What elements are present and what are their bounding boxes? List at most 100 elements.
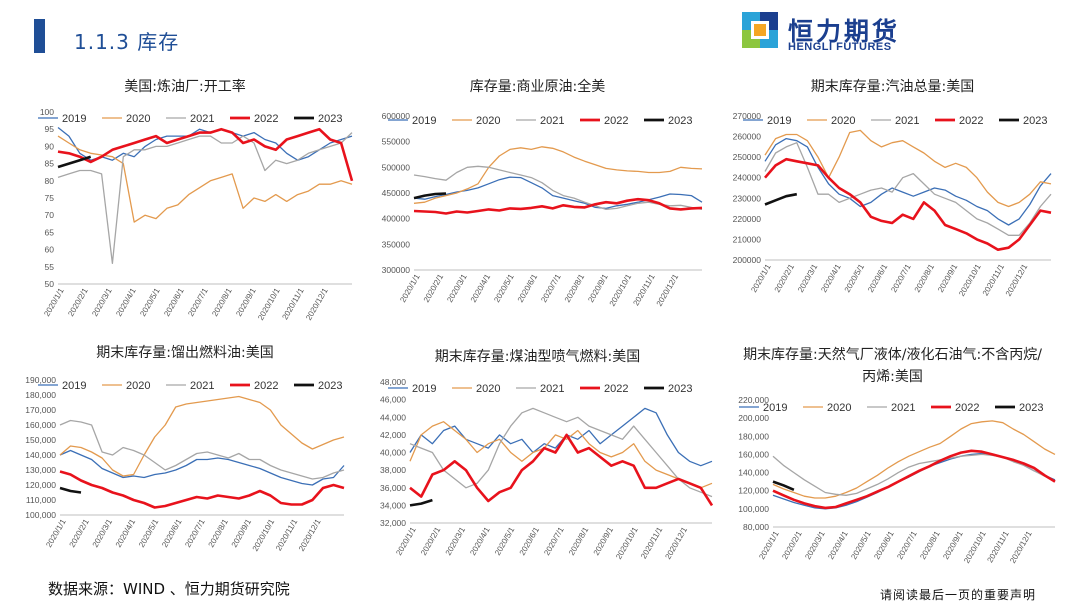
y-tick-label: 55 [45, 262, 55, 272]
legend-label-2021: 2021 [190, 380, 214, 392]
x-tick-label: 2020/7/1 [889, 262, 913, 294]
legend-label-2020: 2020 [827, 402, 851, 414]
x-tick-label: 2020/4/1 [114, 517, 138, 549]
x-tick-label: 2020/6/1 [516, 272, 540, 304]
x-tick-label: 2020/12/1 [304, 286, 330, 322]
legend-label-2020: 2020 [476, 383, 500, 395]
x-tick-label: 2020/9/1 [586, 272, 610, 304]
y-tick-label: 220000 [733, 214, 762, 224]
series-line-2022 [59, 470, 345, 509]
series-line-2020 [409, 421, 713, 489]
x-tick-label: 2020/6/1 [162, 286, 186, 318]
x-tick-label: 2020/9/1 [234, 286, 258, 318]
y-tick-label: 500000 [382, 162, 411, 172]
y-tick-label: 70 [45, 210, 55, 220]
x-tick-label: 2020/10/1 [608, 272, 634, 308]
series-line-2019 [57, 126, 353, 161]
legend-label-2023: 2023 [318, 113, 342, 125]
y-tick-label: 140,000 [738, 468, 769, 478]
x-tick-label: 2020/5/1 [137, 517, 161, 549]
series-line-2021 [57, 132, 353, 265]
legend-label-2021: 2021 [540, 115, 564, 127]
x-tick-label: 2020/6/1 [866, 262, 890, 294]
y-tick-label: 90 [45, 141, 55, 151]
y-tick-label: 180,000 [738, 431, 769, 441]
x-tick-label: 2020/9/1 [230, 517, 254, 549]
legend-label-2021: 2021 [540, 383, 564, 395]
legend-label-2023: 2023 [668, 383, 692, 395]
logo-mark-icon [742, 12, 778, 48]
chart-title: 期末库存量:煤油型喷气燃料:美国 [434, 349, 641, 365]
x-tick-label: 2020/4/1 [468, 525, 492, 557]
y-tick-label: 270000 [733, 111, 762, 121]
legend-label-2022: 2022 [254, 380, 278, 392]
x-tick-label: 2020/1/1 [749, 262, 773, 294]
legend-label-2020: 2020 [126, 380, 150, 392]
series-line-2021 [59, 419, 345, 480]
logo-name-cn: 恒力期货 [788, 17, 901, 46]
series-line-2020 [57, 135, 353, 223]
x-tick-label: 2020/9/1 [592, 525, 616, 557]
x-tick-label: 2020/1/1 [757, 529, 781, 561]
data-source-note: 数据来源：WIND 、恒力期货研究院 [48, 580, 290, 598]
series-line-2022 [409, 433, 714, 507]
y-tick-label: 200,000 [738, 413, 769, 423]
legend-label-2022: 2022 [604, 115, 628, 127]
series-line-2022 [413, 197, 703, 215]
legend-label-2023: 2023 [668, 115, 692, 127]
x-tick-label: 2020/10/1 [957, 262, 983, 298]
series-line-2021 [764, 142, 1052, 236]
x-tick-label: 2020/3/1 [90, 286, 114, 318]
chart-panel-ngl-stocks: 期末库存量:天然气厂液体/液化石油气:不含丙烷/丙烯:美国 80,000 100,… [715, 340, 1070, 578]
x-tick-label: 2020/12/1 [1004, 262, 1030, 298]
x-tick-label: 2020/5/1 [492, 272, 516, 304]
legend-label-2020: 2020 [476, 115, 500, 127]
series-line-2023 [57, 155, 92, 169]
y-tick-label: 400000 [382, 214, 411, 224]
x-tick-label: 2020/8/1 [913, 262, 937, 294]
y-tick-label: 40,000 [380, 448, 406, 458]
x-tick-label: 2020/11/1 [985, 529, 1011, 564]
x-tick-label: 2020/7/1 [186, 286, 210, 318]
y-tick-label: 80 [45, 176, 55, 186]
disclaimer-note: 请阅读最后一页的重要声明 [880, 588, 1037, 602]
x-tick-label: 2020/3/1 [796, 262, 820, 294]
company-logo: 恒力期货 HENGLI FUTURES [742, 12, 922, 53]
x-tick-label: 2020/1/1 [398, 272, 422, 304]
x-tick-label: 2020/12/1 [297, 517, 323, 553]
legend-label-2019: 2019 [62, 380, 86, 392]
y-tick-label: 85 [45, 159, 55, 169]
x-tick-label: 2020/5/1 [849, 529, 873, 561]
legend-label-2019: 2019 [767, 115, 791, 127]
chart-title: 期末库存量:汽油总量:美国 [810, 79, 975, 95]
y-tick-label: 100 [40, 107, 54, 117]
y-tick-label: 34,000 [380, 500, 406, 510]
y-tick-label: 190,000 [25, 375, 56, 385]
x-tick-label: 2020/9/1 [936, 262, 960, 294]
chart-panel-distillate-stocks: 期末库存量:馏出燃料油:美国 100,000 110,000 120,000 130,… [10, 340, 360, 578]
y-tick-label: 50 [45, 279, 55, 289]
y-tick-label: 350000 [382, 239, 411, 249]
y-tick-label: 42,000 [380, 430, 406, 440]
x-tick-label: 2020/12/1 [663, 525, 689, 561]
x-tick-label: 2020/4/1 [469, 272, 493, 304]
legend-label-2022: 2022 [955, 402, 979, 414]
y-tick-label: 80,000 [743, 522, 769, 532]
x-tick-label: 2020/6/1 [872, 529, 896, 561]
y-tick-label: 600000 [382, 111, 411, 121]
series-line-2021 [409, 407, 713, 498]
section-accent-bar [34, 19, 45, 53]
x-tick-label: 2020/8/1 [563, 272, 587, 304]
legend-label-2023: 2023 [318, 380, 342, 392]
y-tick-label: 260000 [733, 132, 762, 142]
series-line-2023 [59, 486, 82, 494]
y-tick-label: 250000 [733, 152, 762, 162]
chart-title: 期末库存量:馏出燃料油:美国 [96, 345, 274, 361]
logo-name-en: HENGLI FUTURES [788, 41, 892, 53]
chart-svg: 100,000 110,000 120,000 130,000 140,000 150,0… [25, 375, 345, 553]
y-tick-label: 130,000 [25, 465, 56, 475]
x-tick-label: 2020/11/1 [639, 525, 665, 560]
x-tick-label: 2020/5/1 [843, 262, 867, 294]
x-tick-label: 2020/2/1 [66, 286, 90, 318]
x-tick-label: 2020/3/1 [444, 525, 468, 557]
